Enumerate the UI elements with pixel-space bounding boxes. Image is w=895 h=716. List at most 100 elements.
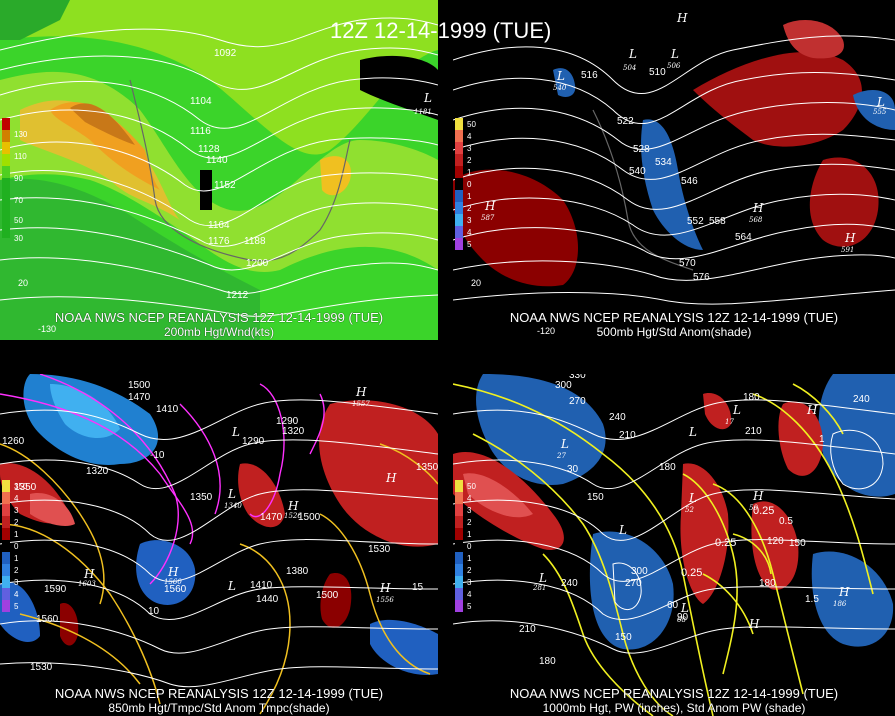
contour-label: 1350 — [14, 482, 37, 493]
high-pressure-marker: H — [752, 201, 764, 215]
warm-isotherms — [0, 443, 438, 715]
legend-label: 110 — [14, 152, 27, 161]
contour-label-534: 534 — [655, 157, 672, 168]
pressure-value: 1526 — [284, 512, 302, 520]
contour-label-570: 570 — [679, 258, 696, 269]
low-pressure-marker: L — [227, 487, 236, 501]
contour-label: 30 — [567, 464, 579, 475]
pressure-value: 587 — [481, 214, 495, 222]
contour-label-528: 528 — [633, 144, 650, 155]
panel-caption: NOAA NWS NCEP REANALYSIS 12Z 12-14-1999 … — [509, 686, 839, 701]
low-pressure-marker: L — [231, 425, 240, 439]
warm-anomaly-sw — [60, 603, 79, 646]
contour-label: 210 — [619, 430, 636, 441]
panel-caption: NOAA NWS NCEP REANALYSIS 12Z 12-14-1999 … — [54, 310, 384, 325]
latitude-tick: 20 — [471, 278, 481, 288]
low-pressure-marker: L — [688, 491, 697, 505]
contour-label: 1530 — [30, 662, 53, 673]
pressure-value: 568 — [749, 216, 763, 224]
pressure-value: 555 — [873, 108, 887, 116]
legend-label: 2 — [467, 518, 472, 527]
legend-label: 4 — [467, 494, 472, 503]
legend-label: 50 — [14, 216, 23, 225]
high-pressure-marker: H — [167, 565, 179, 579]
contour-label-1116: 1116 — [190, 126, 211, 137]
legend-label: 2 — [467, 566, 472, 575]
contour-label-1212: 1212 — [226, 290, 249, 301]
pressure-value: 68 — [677, 616, 686, 624]
contour-label: 1500 — [316, 590, 339, 601]
contour-label-558: 558 — [709, 216, 726, 227]
high-pressure-marker: H — [484, 199, 496, 213]
contour-label: 150 — [789, 538, 806, 549]
pressure-value: 591 — [841, 246, 854, 254]
high-pressure-marker: H — [844, 231, 856, 245]
high-pressure-marker: H — [83, 567, 95, 581]
contour-label: 1560 — [164, 584, 187, 595]
contour-label-540: 540 — [629, 166, 646, 177]
low-pressure-marker: L — [628, 47, 637, 61]
wind-band-130kt — [70, 103, 135, 145]
moist-anomaly-ne — [778, 401, 823, 476]
pressure-value: 1556 — [376, 596, 394, 604]
legend-label: 350 — [14, 482, 28, 491]
high-pressure-marker: H — [355, 385, 367, 399]
temperature-anomaly-map: 1500 1470 1410 1290 1320 1260 1290 1320 … — [0, 374, 438, 715]
pw-label: 1 — [819, 434, 825, 445]
contour-label-1200: 1200 — [246, 258, 269, 269]
positive-anomaly-east — [693, 51, 862, 147]
contour-label-1152: 1152 — [214, 180, 236, 191]
contour-label: 180 — [759, 578, 776, 589]
pressure-value: 27 — [556, 452, 566, 460]
contour-label: 60 — [667, 600, 679, 611]
isotherm-label: -10 — [150, 450, 165, 461]
contour-label-1176: 1176 — [208, 236, 230, 247]
pressure-value: 506 — [667, 62, 681, 70]
coastline — [592, 109, 694, 271]
contour-label: 1320 — [282, 426, 305, 437]
legend-label: 4 — [467, 590, 472, 599]
pressure-value: 17 — [725, 418, 734, 426]
pressure-value: 540 — [553, 84, 567, 92]
contour-label-1092: 1092 — [214, 48, 237, 59]
contour-label-510: 510 — [649, 67, 666, 78]
contour-label: 180 — [659, 462, 676, 473]
contour-label: 270 — [569, 396, 586, 407]
dry-anomaly-central — [589, 531, 674, 650]
contour-label: 1290 — [276, 416, 299, 427]
negative-anomaly-north — [553, 68, 576, 97]
legend-label: 3 — [467, 506, 472, 515]
wind-legend: 130 110 90 70 50 30 — [2, 118, 27, 243]
contour-label-516: 516 — [581, 70, 598, 81]
panel-subcaption: 1000mb Hgt, PW (inches), Std Anom PW (sh… — [542, 701, 806, 715]
panel-850mb-hgt-temp: 1500 1470 1410 1290 1320 1260 1290 1320 … — [0, 374, 438, 716]
pressure-value: 1603 — [78, 580, 96, 588]
contour-label: 1260 — [2, 436, 25, 447]
legend-label: 90 — [14, 174, 23, 183]
wind-band-30kt — [0, 0, 70, 40]
pw-label: 0.25 — [715, 537, 736, 549]
wind-band-east — [320, 156, 351, 196]
warm-anomaly-east — [319, 400, 438, 547]
contour-label: 180 — [743, 392, 760, 403]
height-contours — [453, 35, 895, 305]
legend-label: 1 — [467, 168, 472, 177]
legend-label: 50 — [467, 120, 476, 129]
legend-label: 4 — [14, 590, 19, 599]
anomaly-legend: 50 4 3 2 1 0 1 2 3 4 5 — [455, 118, 476, 250]
high-pressure-marker: H — [748, 617, 760, 631]
contour-label: 330 — [569, 374, 586, 381]
contour-label: 240 — [609, 412, 626, 423]
contour-label: 1320 — [86, 466, 109, 477]
high-pressure-marker: H — [287, 499, 299, 513]
low-pressure-marker: L — [538, 571, 547, 585]
moist-anomaly-gulf — [680, 463, 729, 604]
negative-anomaly-trough — [641, 119, 703, 251]
high-pressure-marker: H — [385, 471, 397, 485]
contour-label: 1410 — [250, 580, 273, 591]
high-pressure-marker: H — [676, 11, 688, 25]
coastline — [129, 79, 351, 262]
dry-anomaly-atlantic — [811, 551, 894, 647]
low-pressure-value: 1181 — [414, 108, 432, 116]
pressure-value: 50 — [749, 504, 758, 512]
